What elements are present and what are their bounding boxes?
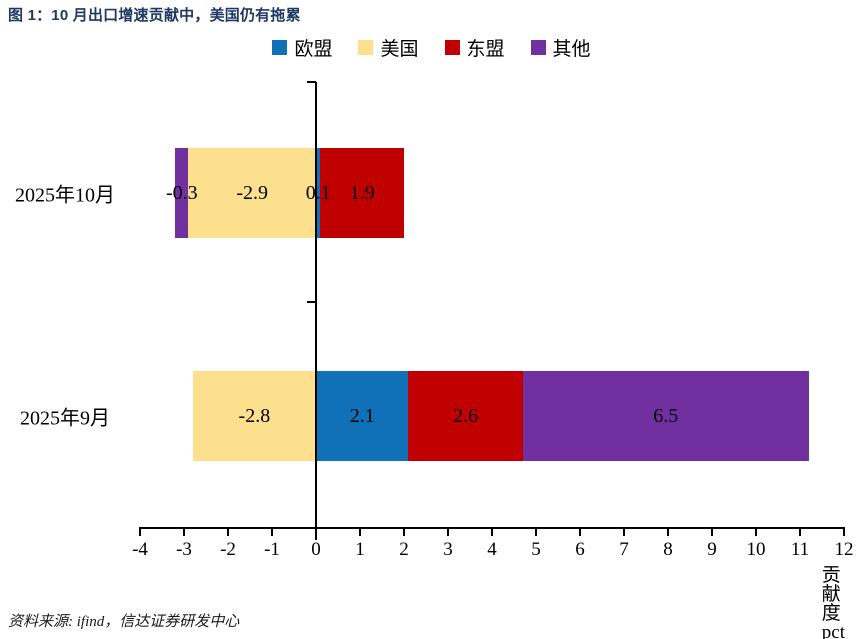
legend-item-1: 欧盟	[272, 34, 332, 61]
x-axis-tick	[579, 527, 581, 536]
bar-segment-欧盟	[316, 148, 321, 238]
x-tick-label: 8	[663, 539, 673, 560]
legend-item-3: 东盟	[444, 34, 505, 61]
bar-segment-其他	[522, 371, 809, 461]
bar-segment-东盟	[408, 371, 523, 461]
source-note: 资料来源: ifind，信达证券研发中心	[8, 614, 240, 630]
data-label: 2.1	[349, 405, 375, 427]
category-label: 2025年9月	[20, 407, 110, 430]
x-axis-tick	[799, 527, 801, 536]
x-tick-label: 7	[619, 539, 629, 560]
data-label: 6.5	[653, 405, 679, 427]
x-tick-label: 11	[790, 539, 810, 560]
data-label: -2.9	[236, 182, 269, 204]
x-axis-tick	[711, 527, 713, 536]
legend-swatch-icon	[358, 40, 374, 55]
legend-label: 欧盟	[294, 39, 333, 60]
x-axis-tick	[623, 527, 625, 536]
legend-swatch-icon	[444, 40, 460, 55]
x-tick-label: 4	[487, 539, 497, 560]
x-axis-tick	[535, 527, 537, 536]
data-label: 2.6	[453, 405, 479, 427]
x-axis-tick	[403, 527, 405, 536]
legend-swatch-icon	[272, 40, 288, 55]
category-label: 2025年10月	[15, 184, 115, 207]
x-tick-label: -2	[220, 539, 236, 560]
bar-segment-其他	[175, 148, 189, 238]
x-tick-label: 12	[834, 539, 854, 560]
x-axis-tick	[139, 527, 141, 536]
x-tick-label: 3	[443, 539, 453, 560]
x-tick-label: 6	[575, 539, 585, 560]
x-axis-tick	[491, 527, 493, 536]
zero-axis-line	[315, 82, 317, 540]
legend-swatch-icon	[530, 40, 546, 55]
x-axis-tick	[183, 527, 185, 536]
bar-segment-东盟	[320, 148, 404, 238]
data-label: -2.8	[238, 405, 271, 427]
data-label: 0.1	[305, 182, 331, 204]
x-axis-tick	[271, 527, 273, 536]
x-tick-label: -3	[176, 539, 192, 560]
x-axis-tick	[447, 527, 449, 536]
bar-segment-美国	[188, 148, 316, 238]
x-axis-tick	[843, 527, 845, 536]
x-tick-label: 0	[311, 539, 321, 560]
x-tick-label: -1	[264, 539, 280, 560]
data-label: -0.3	[165, 182, 198, 204]
x-tick-label: 5	[531, 539, 541, 560]
figure-title: 图 1：10 月出口增速贡献中，美国仍有拖累	[8, 7, 301, 24]
data-label: 1.9	[349, 182, 375, 204]
legend-label: 东盟	[466, 39, 505, 60]
x-tick-label: -4	[132, 539, 148, 560]
legend-item-2: 美国	[358, 34, 419, 61]
bar-segment-美国	[192, 371, 316, 461]
category-tick	[307, 301, 316, 303]
x-axis-tick	[755, 527, 757, 536]
x-tick-label: 10	[746, 539, 766, 560]
x-axis-label: 贡献度pct	[821, 565, 846, 639]
x-axis-tick	[667, 527, 669, 536]
x-tick-label: 2	[399, 539, 409, 560]
category-tick	[307, 81, 316, 83]
x-axis-tick	[359, 527, 361, 536]
x-tick-label: 1	[355, 539, 365, 560]
legend: 欧盟 美国 东盟 其他	[0, 34, 863, 61]
bar-segment-欧盟	[316, 371, 409, 461]
x-tick-label: 9	[707, 539, 717, 560]
legend-label: 美国	[380, 39, 419, 60]
legend-label: 其他	[552, 39, 591, 60]
legend-item-4: 其他	[530, 34, 591, 61]
x-axis-tick	[227, 527, 229, 536]
